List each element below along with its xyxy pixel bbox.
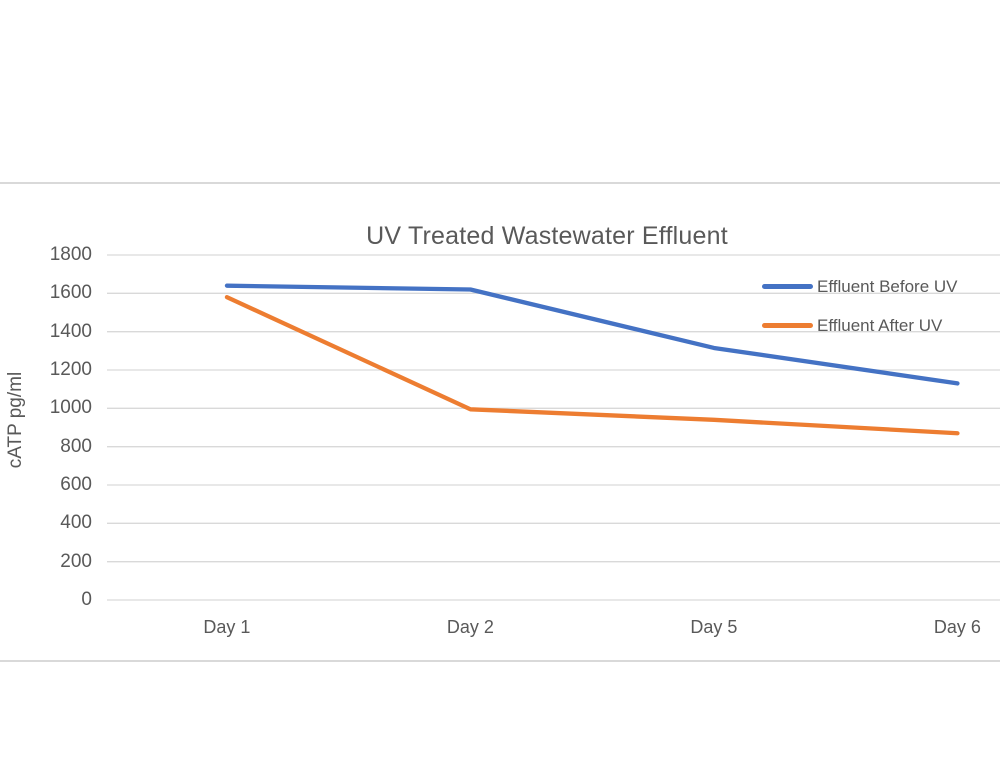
y-tick-label-1200: 1200 <box>49 359 92 380</box>
y-tick-label-1600: 1600 <box>49 282 92 304</box>
x-tick-label-day-1: Day 1 <box>203 617 251 637</box>
legend-label-after-uv: Effluent After UV <box>817 316 943 335</box>
y-tick-label-600: 600 <box>60 474 92 495</box>
x-tick-label-day-2: Day 2 <box>446 617 494 637</box>
x-tick-label-day-5: Day 5 <box>690 617 738 637</box>
legend-line-swatch-before-uv <box>762 284 813 289</box>
series-line-effluent-before-uv <box>224 283 960 386</box>
y-tick-label-1800: 1800 <box>49 244 92 265</box>
legend-line-swatch-after-uv <box>762 323 813 328</box>
y-tick-label-1000: 1000 <box>49 397 92 419</box>
y-tick-label-800: 800 <box>60 435 92 457</box>
y-tick-label-0: 0 <box>81 589 92 610</box>
page-divider-top-line <box>0 182 1000 184</box>
x-tick-label-day-6: Day 6 <box>933 617 981 637</box>
y-tick-label-400: 400 <box>60 512 92 534</box>
chart-title: UV Treated Wastewater Effluent <box>366 222 728 250</box>
y-tick-label-1400: 1400 <box>49 320 92 342</box>
series-line-effluent-after-uv <box>224 295 960 436</box>
page-divider-bottom-line <box>0 660 1000 662</box>
y-tick-label-200: 200 <box>60 550 92 572</box>
legend-label-before-uv: Effluent Before UV <box>817 277 958 296</box>
